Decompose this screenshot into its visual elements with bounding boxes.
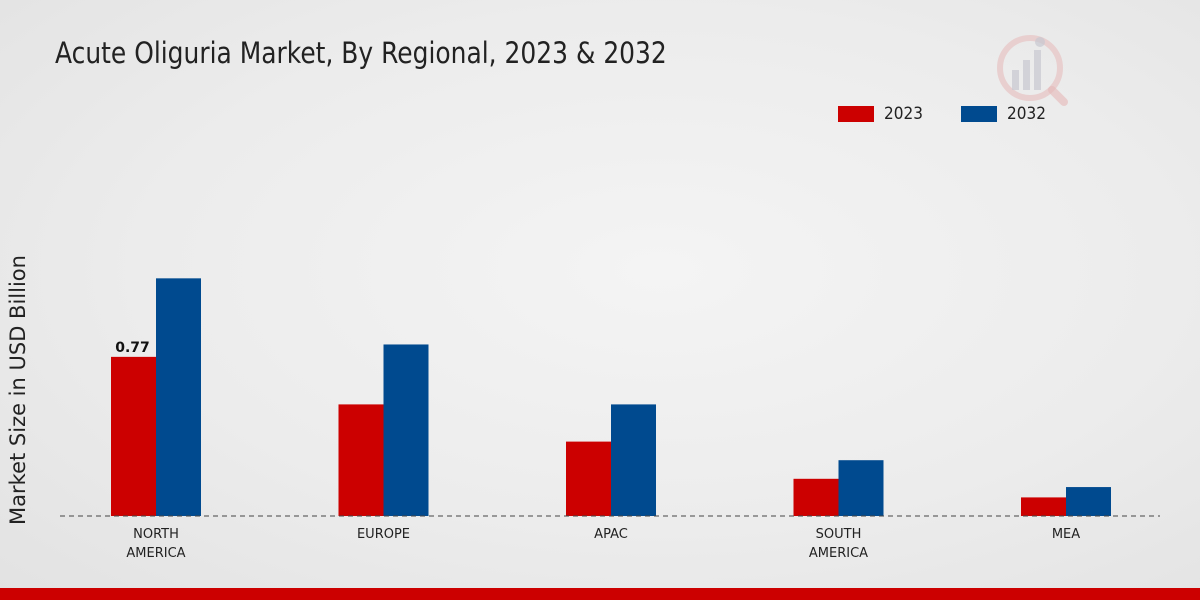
x-tick-label-1: EUROPE [357, 527, 410, 542]
x-tick-label-2: APAC [594, 527, 628, 542]
legend-swatch-2023 [838, 106, 874, 122]
x-tick-label-0-line0: NORTH [133, 527, 179, 542]
bar-2023-4 [1021, 497, 1066, 516]
bar-2032-4 [1066, 487, 1111, 516]
legend-item-2032: 2032 [961, 104, 1050, 124]
legend: 2023 2032 [838, 104, 1085, 124]
bar-2023-2 [566, 441, 611, 516]
x-tick-label-3-line1: AMERICA [809, 546, 868, 561]
bar-2032-1 [383, 344, 429, 516]
legend-label-2023: 2023 [884, 104, 923, 124]
bar-2032-3 [838, 460, 884, 516]
x-tick-label-3-line0: SOUTH [816, 527, 862, 542]
legend-label-2032: 2032 [1007, 104, 1047, 124]
footer-bar [0, 588, 1200, 600]
bar-2023-0 [111, 356, 156, 516]
bar-2023-1 [338, 404, 384, 516]
legend-item-2023: 2023 [838, 104, 927, 124]
x-tick-label-0-line1: AMERICA [126, 546, 185, 561]
bar-2032-0 [156, 278, 201, 516]
x-tick-label-4: MEA [1052, 527, 1080, 542]
bar-2023-3 [793, 478, 839, 516]
brand-logo-icon [997, 35, 1068, 106]
bar-2032-2 [611, 404, 656, 516]
legend-swatch-2032 [961, 106, 998, 122]
data-label-0: 0.77 [115, 340, 150, 356]
chart-title: Acute Oliguria Market, By Regional, 2023… [55, 36, 667, 70]
